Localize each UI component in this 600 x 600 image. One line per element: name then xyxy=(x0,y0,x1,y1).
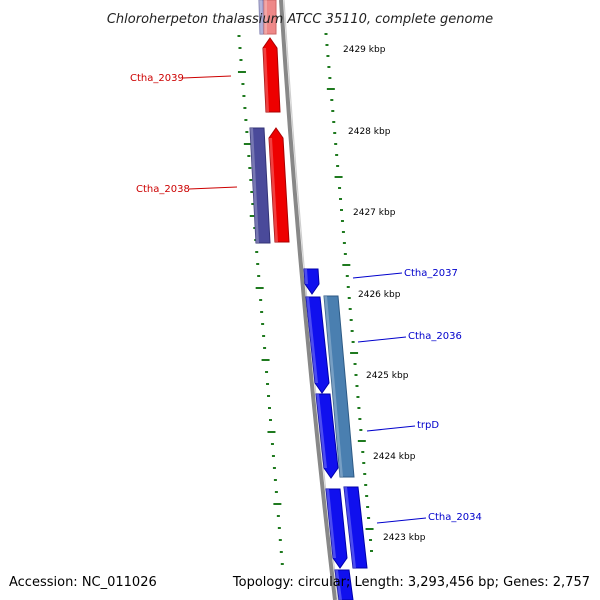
gene-label: trpD xyxy=(417,420,439,431)
ctha-2034-cds-b-shine xyxy=(344,487,356,568)
genome-title: Chloroherpeton thalassium ATCC 35110, co… xyxy=(107,12,493,27)
gene-label-group: Ctha_2039 xyxy=(130,73,232,84)
cds-bottom xyxy=(334,569,354,600)
ctha-2034-cds-b-body xyxy=(343,486,368,569)
cds-top-faded-shine xyxy=(259,0,263,34)
ctha-2039-cds xyxy=(262,37,281,113)
ctha-2037-cds-shine xyxy=(304,269,308,284)
kbp-label: 2424 kbp xyxy=(373,452,416,462)
ctha-2036-cds-shine xyxy=(306,297,318,383)
kbp-scale: 2429 kbp 2428 kbp 2427 kbp 2426 kbp 2425 kbp… xyxy=(343,45,426,543)
trpd-alt-cds xyxy=(323,295,355,478)
ctha-2038-cds-shine xyxy=(269,138,278,242)
trpd-cds-body xyxy=(315,393,339,479)
gc-content-ticks-left xyxy=(237,35,284,565)
ctha-2034-cds-b xyxy=(343,486,368,569)
gene-label-group: Ctha_2037 xyxy=(352,268,458,279)
genome-summary: Topology: circular; Length: 3,293,456 bp… xyxy=(232,575,590,590)
ctha-2038-alt-cds xyxy=(249,127,271,244)
gc-skew-ticks-right xyxy=(324,33,374,552)
ctha-2034-cds-a-shine xyxy=(326,489,336,558)
gene-label-leader xyxy=(188,186,238,190)
gene-label: Ctha_2038 xyxy=(136,184,190,195)
gene-labels: Ctha_2039 Ctha_2038 Ctha_2037 Ctha_2036 trpD… xyxy=(130,73,482,524)
gene-label: Ctha_2036 xyxy=(408,331,462,342)
gene-label-leader xyxy=(366,425,416,432)
gene-label: Ctha_2034 xyxy=(428,512,482,523)
ctha-2036-cds-body xyxy=(305,296,330,394)
kbp-label: 2423 kbp xyxy=(383,533,426,543)
backbone-line xyxy=(279,0,337,600)
gene-label-group: Ctha_2036 xyxy=(357,331,462,343)
trpd-cds xyxy=(315,393,339,479)
ctha-2037-cds-body xyxy=(303,268,320,295)
gene-label-group: Ctha_2038 xyxy=(136,184,238,195)
ctha-2034-cds-a-body xyxy=(325,488,348,569)
gene-label-group: trpD xyxy=(366,420,439,432)
kbp-label: 2426 kbp xyxy=(358,290,401,300)
ctha-2039-cds-body xyxy=(262,37,281,113)
ctha-2034-cds-a xyxy=(325,488,348,569)
kbp-label: 2429 kbp xyxy=(343,45,386,55)
gene-label: Ctha_2039 xyxy=(130,73,184,84)
feature-track xyxy=(249,0,368,600)
trpd-alt-cds-shine xyxy=(324,296,343,477)
ctha-2038-alt-cds-body xyxy=(249,127,271,244)
cds-top-right-shine xyxy=(264,0,267,34)
ctha-2038-alt-cds-shine xyxy=(250,128,259,243)
gene-label: Ctha_2037 xyxy=(404,268,458,279)
gene-label-group: Ctha_2034 xyxy=(376,512,482,524)
gene-label-leader xyxy=(352,272,403,279)
cds-top-right xyxy=(263,0,277,35)
kbp-label: 2427 kbp xyxy=(353,208,396,218)
ctha-2038-cds-body xyxy=(268,127,290,243)
ctha-2038-cds xyxy=(268,127,290,243)
cds-bottom-shine xyxy=(335,570,342,600)
ctha-2037-cds xyxy=(303,268,320,295)
accession-label: Accession: NC_011026 xyxy=(9,575,157,590)
gene-label-leader xyxy=(376,517,427,524)
ctha-2039-cds-shine xyxy=(263,48,269,112)
cds-top-right-body xyxy=(263,0,277,35)
gene-label-leader xyxy=(182,75,232,79)
kbp-label: 2425 kbp xyxy=(366,371,409,381)
trpd-alt-cds-body xyxy=(323,295,355,478)
gene-label-leader xyxy=(357,336,407,343)
kbp-label: 2428 kbp xyxy=(348,127,391,137)
cds-bottom-body xyxy=(334,569,354,600)
trpd-cds-shine xyxy=(316,394,327,468)
ctha-2036-cds xyxy=(305,296,330,394)
